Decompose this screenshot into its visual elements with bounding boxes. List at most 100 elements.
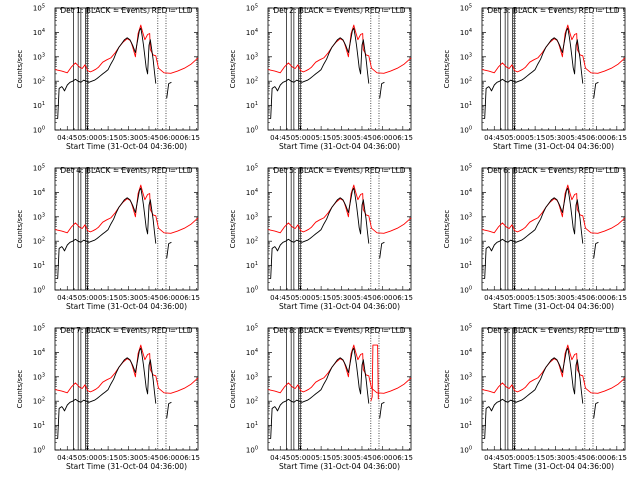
plot-frame <box>267 7 412 131</box>
x-axis-label: Start Time (31-Oct-04 04:36:00) <box>279 142 400 151</box>
events-series-line <box>379 81 385 99</box>
y-axis-label: Counts/sec <box>443 50 451 89</box>
x-tick-label: 05:30 <box>331 294 351 302</box>
detector-panel: 100 101 102 103 104 105 04:45 05:00 05:15 05:30 05… <box>229 164 413 312</box>
events-series-line <box>56 27 157 119</box>
x-tick-label: 05:00 <box>505 294 525 302</box>
y-tick-label: 103 <box>460 372 472 381</box>
detector-panel: 100 101 102 103 104 105 04:45 05:00 05:15 05:30 05… <box>229 4 413 152</box>
x-tick-label: 05:00 <box>78 294 98 302</box>
x-tick-label: 05:30 <box>545 454 565 462</box>
x-tick-label: 05:15 <box>525 454 545 462</box>
y-tick-label: 102 <box>246 77 258 86</box>
y-tick-label: 100 <box>33 286 45 295</box>
events-series-line <box>483 347 584 439</box>
detector-panel: 100 101 102 103 104 105 04:45 05:00 05:15 05:30 05… <box>16 4 200 152</box>
x-tick-label: 05:45 <box>139 454 159 462</box>
x-tick-label: 06:00 <box>372 454 392 462</box>
y-tick-label: 105 <box>246 164 258 173</box>
y-tick-label: 104 <box>460 348 472 357</box>
y-tick-label: 100 <box>460 126 472 135</box>
x-tick-label: 05:15 <box>311 454 331 462</box>
panel-title: Det 6: BLACK = Events, RED = LLD <box>487 166 619 175</box>
x-tick-label: 06:15 <box>180 454 200 462</box>
x-tick-label: 04:45 <box>270 454 290 462</box>
x-tick-label: 06:15 <box>393 134 413 142</box>
x-tick-label: 05:30 <box>331 134 351 142</box>
y-tick-label: 101 <box>33 261 45 270</box>
lld-series-line <box>267 344 412 394</box>
x-tick-label: 05:30 <box>118 134 138 142</box>
x-tick-label: 06:15 <box>393 454 413 462</box>
x-tick-label: 04:45 <box>484 294 504 302</box>
events-series-line <box>166 241 172 259</box>
y-tick-label: 105 <box>460 4 472 13</box>
y-tick-label: 104 <box>33 348 45 357</box>
y-tick-label: 103 <box>33 372 45 381</box>
y-tick-label: 101 <box>460 421 472 430</box>
x-tick-label: 06:00 <box>586 134 606 142</box>
y-tick-label: 102 <box>460 237 472 246</box>
x-axis-label: Start Time (31-Oct-04 04:36:00) <box>493 302 614 311</box>
panel-title: Det 9: BLACK = Events, RED = LLD <box>487 326 619 335</box>
detector-panel: 100 101 102 103 104 105 04:45 05:00 05:15 05:30 05… <box>16 164 200 312</box>
x-tick-label: 05:30 <box>118 294 138 302</box>
panel-title: Det 5: BLACK = Events, RED = LLD <box>273 166 405 175</box>
plot-frame <box>481 327 626 451</box>
events-series-line <box>593 241 599 259</box>
events-series-line <box>269 187 370 279</box>
events-series-line <box>483 27 584 119</box>
x-tick-label: 05:45 <box>352 454 372 462</box>
events-series-line <box>593 401 599 419</box>
x-axis-label: Start Time (31-Oct-04 04:36:00) <box>279 462 400 471</box>
detector-panel: 100 101 102 103 104 105 04:45 05:00 05:15 05:30 05… <box>229 324 413 472</box>
y-tick-label: 101 <box>460 261 472 270</box>
lld-series-line <box>481 24 626 74</box>
y-tick-label: 100 <box>246 446 258 455</box>
y-tick-label: 100 <box>246 286 258 295</box>
y-tick-label: 103 <box>246 212 258 221</box>
panel-title: Det 7: BLACK = Events, RED = LLD <box>60 326 192 335</box>
x-tick-label: 06:15 <box>607 134 627 142</box>
x-tick-label: 05:15 <box>311 134 331 142</box>
x-tick-label: 06:15 <box>180 134 200 142</box>
x-axis-label: Start Time (31-Oct-04 04:36:00) <box>66 142 187 151</box>
x-tick-label: 06:00 <box>586 294 606 302</box>
x-axis-label: Start Time (31-Oct-04 04:36:00) <box>493 142 614 151</box>
x-tick-label: 06:15 <box>607 294 627 302</box>
y-tick-label: 103 <box>246 372 258 381</box>
plot-frame <box>267 327 412 451</box>
events-series-line <box>379 241 385 259</box>
y-axis-label: Counts/sec <box>16 370 24 409</box>
panel-title: Det 4: BLACK = Events, RED = LLD <box>60 166 192 175</box>
y-tick-label: 102 <box>33 397 45 406</box>
x-tick-label: 05:45 <box>566 134 586 142</box>
y-tick-label: 105 <box>33 164 45 173</box>
x-tick-label: 06:15 <box>607 454 627 462</box>
y-axis-label: Counts/sec <box>16 210 24 249</box>
y-tick-label: 101 <box>246 101 258 110</box>
y-axis-label: Counts/sec <box>16 50 24 89</box>
x-axis-label: Start Time (31-Oct-04 04:36:00) <box>66 462 187 471</box>
y-tick-label: 101 <box>246 261 258 270</box>
y-tick-label: 100 <box>460 446 472 455</box>
events-series-line <box>483 187 584 279</box>
x-tick-label: 05:15 <box>525 294 545 302</box>
panel-title: Det 1: BLACK = Events, RED = LLD <box>60 6 192 15</box>
x-tick-label: 05:00 <box>291 454 311 462</box>
x-tick-label: 06:00 <box>586 454 606 462</box>
plot-frame <box>481 7 626 131</box>
panel-title: Det 2: BLACK = Events, RED = LLD <box>273 6 405 15</box>
detector-panel: 100 101 102 103 104 105 04:45 05:00 05:15 05:30 05… <box>443 164 627 312</box>
y-tick-label: 102 <box>460 77 472 86</box>
x-tick-label: 06:00 <box>372 134 392 142</box>
x-tick-label: 05:00 <box>291 134 311 142</box>
y-tick-label: 101 <box>246 421 258 430</box>
y-tick-label: 105 <box>246 324 258 333</box>
x-tick-label: 05:45 <box>352 294 372 302</box>
x-axis-label: Start Time (31-Oct-04 04:36:00) <box>279 302 400 311</box>
y-tick-label: 101 <box>33 421 45 430</box>
x-axis-label: Start Time (31-Oct-04 04:36:00) <box>66 302 187 311</box>
y-tick-label: 104 <box>460 28 472 37</box>
